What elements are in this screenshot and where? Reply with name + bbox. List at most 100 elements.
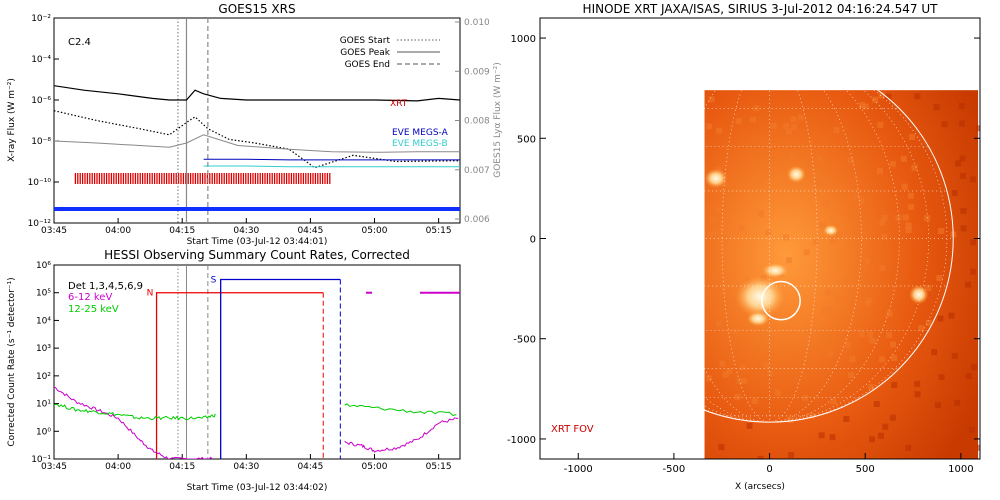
xrt-texture-cell (788, 452, 795, 458)
xrt-texture-cell (878, 356, 885, 363)
goes-label-eve-b: EVE MEGS-B (392, 139, 448, 149)
xrt-texture-cell (783, 123, 790, 130)
xrt-texture-cell (918, 325, 925, 332)
xrt-texture-cell (787, 417, 794, 423)
xrt-texture-cell (941, 121, 948, 128)
xrt-texture-cell (889, 414, 896, 421)
xrt-texture-cell (900, 155, 907, 162)
xrt-bright-region (823, 224, 839, 237)
hessi-intervals: NS (147, 275, 460, 459)
xrt-texture-cell (891, 355, 898, 361)
hessi-ytick-label: 10² (36, 372, 51, 382)
xrt-texture-cell (925, 285, 932, 291)
goes-class-label: C2.4 (68, 37, 91, 48)
xrt-texture-cell (872, 96, 879, 103)
hessi-series (54, 386, 459, 459)
hessi-xtick-label: 05:00 (362, 462, 388, 472)
goes-series (54, 85, 460, 169)
xrt-texture-cell (835, 232, 842, 238)
xrt-texture-cell (975, 125, 980, 132)
xrt-texture-cell (938, 228, 945, 234)
xrt-texture-cell (965, 281, 972, 288)
xrt-texture-cell (924, 215, 930, 222)
goes-coverage-bar (74, 173, 331, 184)
xrt-texture-cell (909, 134, 915, 140)
xrt-texture-cell (868, 383, 875, 390)
goes-label-eve-a: EVE MEGS-A (392, 128, 449, 138)
xrt-texture-cell (948, 312, 955, 319)
hessi-saa-flag: S (211, 275, 217, 285)
hessi-ytick-label: 10⁴ (36, 316, 51, 326)
hessi-night-interval (155, 292, 324, 459)
hessi-series-line (344, 403, 457, 416)
goes-xtick-label: 05:00 (362, 226, 388, 236)
xrt-xtick-label: -500 (663, 464, 686, 475)
hessi-ytick-label: 10³ (36, 344, 51, 354)
goes-y2tick-label: 0.010 (464, 18, 490, 28)
goes-baseline-band (54, 207, 460, 211)
xrt-texture-cell (725, 204, 732, 211)
xrt-texture-cell (716, 320, 722, 327)
goes-y-axis: 10⁻² 10⁻⁴ 10⁻⁶ 10⁻⁸ 10⁻¹⁰ 10⁻¹² (28, 14, 59, 229)
xrt-texture-cell (774, 389, 781, 396)
hessi-ytick-label: 10⁰ (36, 427, 51, 437)
goes-xtick-label: 03:45 (41, 226, 67, 236)
xrt-texture-cell (718, 444, 725, 451)
xrt-xtick-label: -1000 (564, 464, 593, 475)
xrt-texture-cell (901, 183, 908, 190)
xrt-texture-cell (862, 103, 869, 110)
hessi-time-markers (177, 265, 209, 459)
xrt-texture-cell (959, 172, 966, 179)
goes-ytick-label: 10⁻⁴ (31, 55, 51, 65)
xrt-texture-cell (976, 444, 980, 451)
xrt-texture-cell (706, 123, 713, 130)
xrt-texture-cell (866, 297, 873, 304)
goes-xtick-label: 04:00 (105, 226, 131, 236)
xrt-texture-cell (847, 157, 854, 164)
xrt-texture-cell (891, 382, 898, 388)
goes-y2tick-label: 0.009 (464, 67, 490, 77)
hessi-ytick-label: 10⁶ (36, 261, 51, 271)
xrt-texture-cell (895, 214, 902, 221)
xrt-ytick-label: 0 (530, 235, 536, 246)
xrt-texture-cell (757, 455, 764, 459)
xrt-texture-cell (723, 181, 730, 188)
xrt-texture-cell (716, 127, 722, 134)
xrt-texture-cell (708, 96, 715, 103)
xrt-texture-cell (914, 380, 921, 387)
xrt-texture-cell (841, 277, 848, 283)
xrt-texture-cell (853, 193, 860, 200)
xrt-texture-cell (885, 93, 892, 100)
xrt-texture-cell (864, 258, 871, 265)
xrt-texture-cell (951, 353, 958, 359)
xrt-texture-cell (803, 249, 810, 256)
goes-xtick-label: 04:30 (233, 226, 259, 236)
xrt-texture-cell (707, 231, 714, 238)
xrt-texture-cell (903, 214, 909, 221)
goes-x-axis: 03:45 04:00 04:15 04:30 04:45 05:00 05:15 (41, 218, 452, 236)
goes-y2-axis: 0.010 0.009 0.008 0.007 0.006 (455, 18, 490, 225)
xrt-texture-cell (767, 370, 773, 377)
xrt-texture-cell (757, 210, 764, 217)
xrt-ytick-label: 1000 (511, 34, 536, 45)
xrt-texture-cell (914, 391, 921, 398)
xrt-texture-cell (925, 320, 932, 326)
xrt-texture-cell (911, 164, 918, 171)
goes-legend-label: GOES Start (340, 36, 391, 46)
xrt-texture-cell (848, 372, 855, 379)
xrt-xtick-label: 1000 (948, 464, 973, 475)
xrt-texture-cell (959, 120, 965, 127)
hessi-legend-12-25: 12-25 keV (68, 304, 119, 315)
xrt-texture-cell (829, 237, 836, 243)
xrt-texture-cell (797, 114, 804, 121)
xrt-bright-region (786, 165, 806, 183)
xrt-texture-cell (858, 198, 865, 205)
goes-legend-label: GOES End (345, 60, 390, 70)
xrt-texture-cell (960, 207, 967, 214)
xrt-texture-cell (905, 444, 912, 451)
xrt-texture-cell (765, 229, 771, 236)
goes-ytick-label: 10⁻¹² (28, 219, 52, 229)
hessi-y-axis: 10⁶ 10⁵ 10⁴ 10³ 10² 10¹ 10⁰ 10⁻¹ (31, 261, 59, 465)
hessi-legend-6-12: 6-12 keV (68, 292, 112, 303)
xrt-texture-cell (721, 240, 728, 247)
